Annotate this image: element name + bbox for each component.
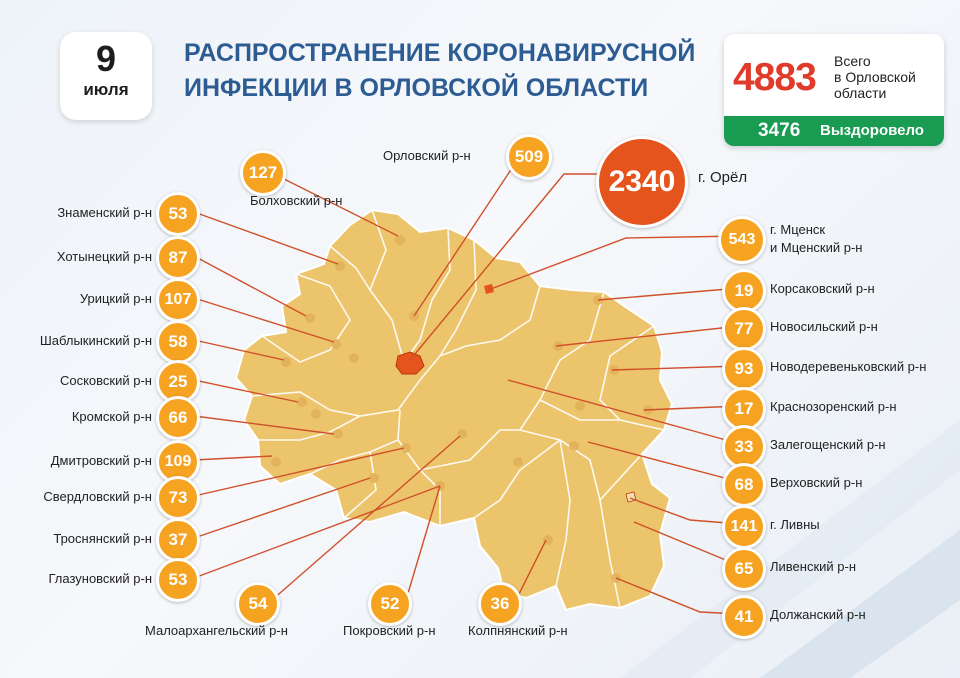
total-label-2: в Орловской [834,69,916,85]
mtsensk-label-1: г. Мценск [770,222,826,237]
korsakovo-label: Корсаковский р-н [770,281,875,296]
trosna-count: 37 [156,518,200,562]
znamensky-count: 53 [156,192,200,236]
total-label-3: области [834,85,887,101]
sverdlovsky-count: 73 [156,476,200,520]
total-cases-label: Всего в Орловской области [834,53,916,101]
recovered-bar: 3476 Выздоровело [724,116,944,146]
glazunovka-label: Глазуновский р-н [48,571,152,586]
title-line-1: РАСПРОСТРАНЕНИЕ КОРОНАВИРУСНОЙ [184,39,696,67]
pokrovskoe-label: Покровский р-н [343,623,436,638]
kromy-count: 66 [156,396,200,440]
livny-city-label: г. Ливны [770,517,820,532]
novoderevenkovsky-label: Новодеревеньковский р-н [770,359,927,374]
novosil-label: Новосильский р-н [770,319,878,334]
totals-card: 4883 Всего в Орловской области 3476 Вызд… [724,34,944,146]
orlovsky-count: 509 [506,134,552,180]
kolpny-label: Колпнянский р-н [468,623,568,638]
bolkhov-count: 127 [240,150,286,196]
total-cases-value: 4883 [733,56,817,99]
shablykino-label: Шаблыкинский р-н [39,333,152,348]
dmitrovsk-label: Дмитровский р-н [50,453,152,468]
uritsky-label: Урицкий р-н [79,291,152,306]
recovered-label: Выздоровело [820,122,924,139]
mtsensk-count: 543 [718,216,766,264]
khotynets-label: Хотынецкий р-н [56,249,152,264]
novoderevenkovsky-count: 93 [722,347,766,391]
livensky-count: 65 [722,547,766,591]
uritsky-count: 107 [156,278,200,322]
dolzhansky-label: Должанский р-н [770,607,866,622]
livensky-label: Ливенский р-н [770,559,857,574]
shablykino-count: 58 [156,320,200,364]
kolpny-count: 36 [478,582,522,626]
orlovsky-label: Орловский р-н [383,148,471,163]
kromy-label: Кромской р-н [71,409,152,424]
zalegoshch-label: Залегощенский р-н [770,437,886,452]
recovered-value: 3476 [758,120,801,141]
page-title: РАСПРОСТРАНЕНИЕ КОРОНАВИРУСНОЙ ИНФЕКЦИИ … [184,36,704,106]
orel-count: 2340 [596,136,688,228]
total-label-1: Всего [834,53,871,69]
znamensky-label: Знаменский р-н [57,205,152,220]
orel-label: г. Орёл [698,169,748,186]
mtsensk-label-2: и Мценский р-н [770,240,863,255]
date-month: июля [83,80,129,99]
date-day: 9 [95,38,117,79]
bolkhov-label: Болховский р-н [250,193,343,208]
maloarkhangelsk-label: Малоархангельский р-н [145,623,288,638]
novosil-count: 77 [722,307,766,351]
date-card: 9 июля [60,32,152,120]
khotynets-count: 87 [156,236,200,280]
livny-city-count: 141 [722,505,766,549]
sosky-label: Сосковский р-н [59,373,152,388]
verkhovye-label: Верховский р-н [770,475,863,490]
sverdlovsky-label: Свердловский р-н [43,489,152,504]
korsakovo-count: 19 [722,269,766,313]
trosna-label: Троснянский р-н [53,531,152,546]
dolzhansky-count: 41 [722,595,766,639]
title-line-2: ИНФЕКЦИИ В ОРЛОВСКОЙ ОБЛАСТИ [184,74,649,102]
orel-city-shape [395,351,425,375]
livny-city-shape [625,491,637,503]
glazunovka-count: 53 [156,558,200,602]
district-borders [251,209,665,609]
maloarkhangelsk-count: 54 [236,582,280,626]
region-shape [234,208,674,612]
krasnaya-zarya-label: Краснозоренский р-н [770,399,897,414]
pokrovskoe-count: 52 [368,582,412,626]
verkhovye-count: 68 [722,463,766,507]
